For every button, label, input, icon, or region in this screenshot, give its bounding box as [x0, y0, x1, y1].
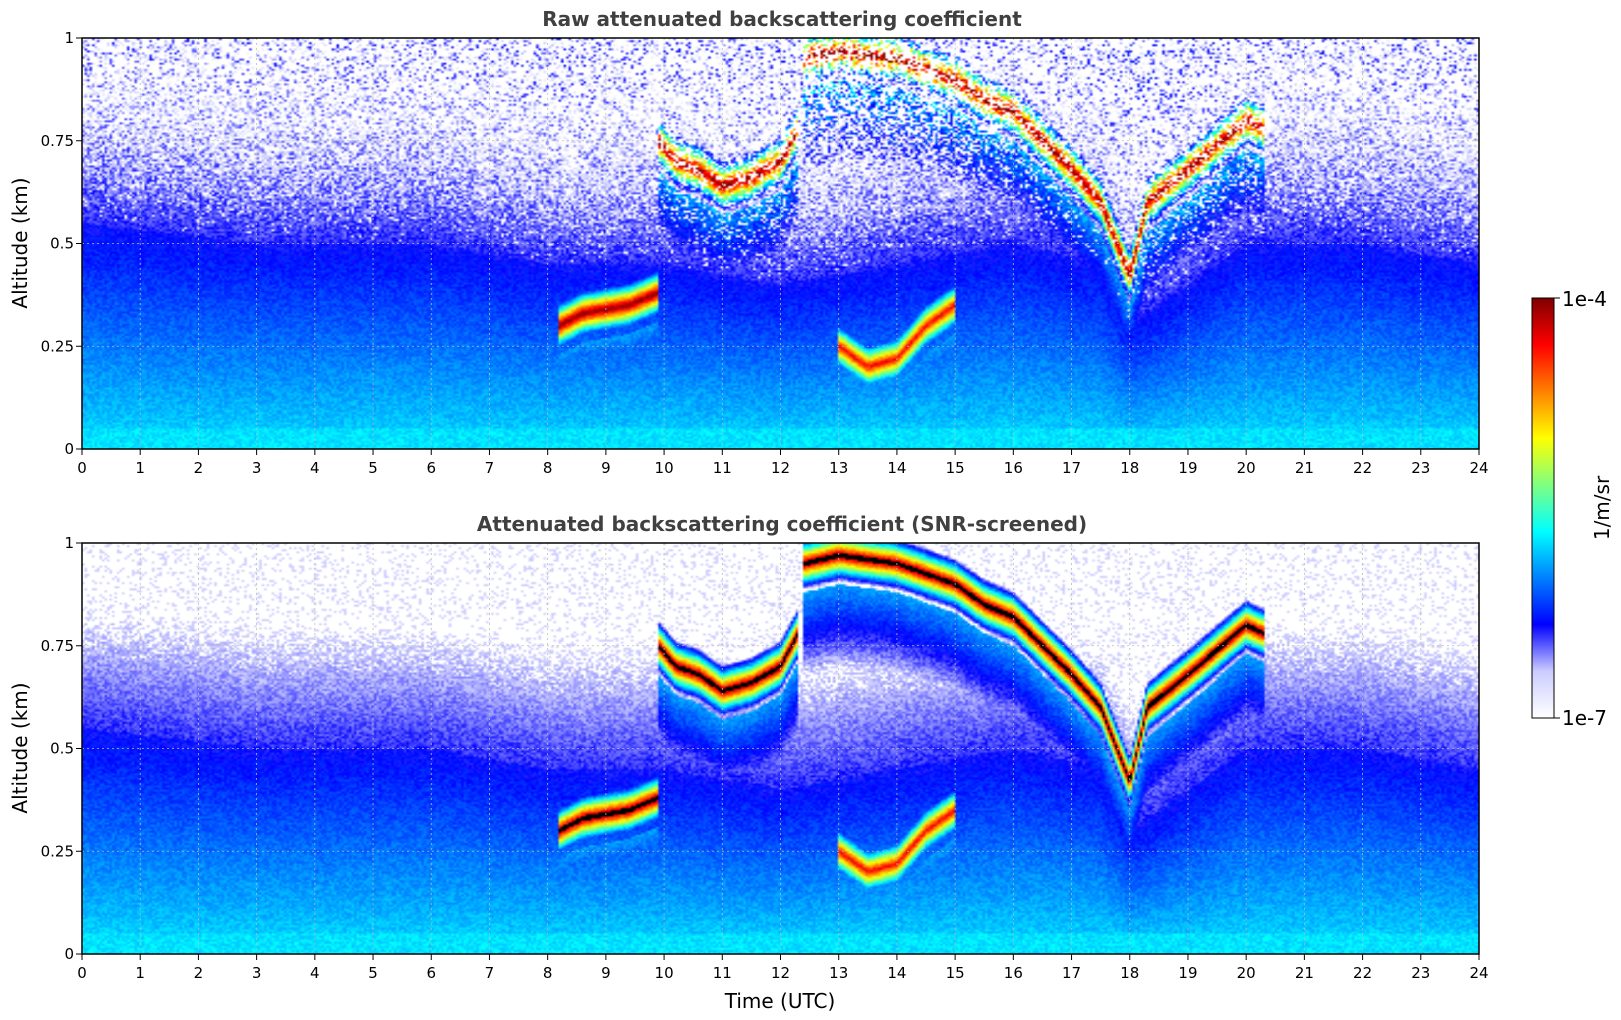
- x-tick-label: 22: [1353, 459, 1372, 477]
- x-tick-label: 14: [887, 459, 906, 477]
- x-tick-label: 9: [601, 459, 611, 477]
- y-tick-label: 1: [64, 29, 74, 47]
- y-tick-label: 0.5: [50, 235, 74, 253]
- y-tick-label: 0.75: [41, 637, 74, 655]
- colorbar-max-label: 1e-4: [1562, 287, 1607, 311]
- x-tick-label: 0: [77, 459, 87, 477]
- x-tick-label: 0: [77, 964, 87, 982]
- x-tick-label: 17: [1062, 964, 1081, 982]
- colorbar-min-label: 1e-7: [1562, 706, 1607, 730]
- grid: [82, 543, 1479, 954]
- x-tick-label: 22: [1353, 964, 1372, 982]
- x-tick-label: 23: [1411, 459, 1430, 477]
- panel-raw: Raw attenuated backscattering coefficien…: [8, 7, 1489, 477]
- x-tick-label: 16: [1004, 459, 1023, 477]
- x-tick-label: 5: [368, 459, 378, 477]
- y-tick-label: 0.5: [50, 740, 74, 758]
- x-tick-label: 21: [1295, 964, 1314, 982]
- colorbar-unit-label: 1/m/sr: [1590, 475, 1614, 540]
- x-tick-label: 2: [194, 964, 204, 982]
- x-tick-label: 9: [601, 964, 611, 982]
- x-axis: 0 1 2 3 4 5 6 7 8 9 10 11 12 13 14 15 16 17 18 19 20 21 22 23 24: [77, 954, 1489, 982]
- x-tick-label: 15: [946, 459, 965, 477]
- x-tick-label: 5: [368, 964, 378, 982]
- x-tick-label: 1: [135, 964, 145, 982]
- x-tick-label: 7: [485, 459, 495, 477]
- x-tick-label: 13: [829, 459, 848, 477]
- x-tick-label: 4: [310, 964, 320, 982]
- x-axis: 0 1 2 3 4 5 6 7 8 9 10 11 12 13 14 15 16 17 18 19 20 21 22 23 24: [77, 449, 1489, 477]
- x-tick-label: 21: [1295, 459, 1314, 477]
- x-tick-label: 10: [655, 459, 674, 477]
- panel-title: Attenuated backscattering coefficient (S…: [477, 512, 1087, 536]
- x-tick-label: 12: [771, 964, 790, 982]
- panel-screened: Attenuated backscattering coefficient (S…: [8, 512, 1489, 1013]
- x-tick-label: 24: [1469, 459, 1488, 477]
- x-tick-label: 11: [713, 964, 732, 982]
- grid: [82, 38, 1479, 449]
- x-tick-label: 3: [252, 459, 262, 477]
- x-tick-label: 4: [310, 459, 320, 477]
- x-tick-label: 15: [946, 964, 965, 982]
- x-tick-label: 14: [887, 964, 906, 982]
- y-tick-label: 0: [64, 440, 74, 458]
- y-axis: 0 0.25 0.5 0.75 1: [41, 29, 82, 458]
- x-tick-label: 6: [426, 459, 436, 477]
- x-tick-label: 8: [543, 964, 553, 982]
- x-tick-label: 6: [426, 964, 436, 982]
- x-tick-label: 18: [1120, 459, 1139, 477]
- x-tick-label: 2: [194, 459, 204, 477]
- x-tick-label: 19: [1178, 964, 1197, 982]
- x-tick-label: 10: [655, 964, 674, 982]
- x-tick-label: 7: [485, 964, 495, 982]
- y-tick-label: 0.25: [41, 337, 74, 355]
- x-tick-label: 24: [1469, 964, 1488, 982]
- y-axis: 0 0.25 0.5 0.75 1: [41, 534, 82, 963]
- panel-title: Raw attenuated backscattering coefficien…: [542, 7, 1022, 31]
- y-tick-label: 1: [64, 534, 74, 552]
- x-tick-label: 11: [713, 459, 732, 477]
- x-tick-label: 13: [829, 964, 848, 982]
- x-tick-label: 20: [1237, 964, 1256, 982]
- y-tick-label: 0.75: [41, 132, 74, 150]
- colorbar-gradient: [1531, 297, 1555, 719]
- x-tick-label: 20: [1237, 459, 1256, 477]
- x-tick-label: 3: [252, 964, 262, 982]
- x-tick-label: 12: [771, 459, 790, 477]
- y-axis-label: Altitude (km): [8, 682, 32, 813]
- x-tick-label: 19: [1178, 459, 1197, 477]
- x-tick-label: 18: [1120, 964, 1139, 982]
- y-axis-label: Altitude (km): [8, 177, 32, 308]
- x-axis-label: Time (UTC): [724, 989, 836, 1013]
- y-tick-label: 0.25: [41, 842, 74, 860]
- y-tick-label: 0: [64, 945, 74, 963]
- x-tick-label: 17: [1062, 459, 1081, 477]
- x-tick-label: 8: [543, 459, 553, 477]
- x-tick-label: 1: [135, 459, 145, 477]
- x-tick-label: 23: [1411, 964, 1430, 982]
- colorbar: 1e-4 1e-7 1/m/sr: [1531, 287, 1614, 730]
- x-tick-label: 16: [1004, 964, 1023, 982]
